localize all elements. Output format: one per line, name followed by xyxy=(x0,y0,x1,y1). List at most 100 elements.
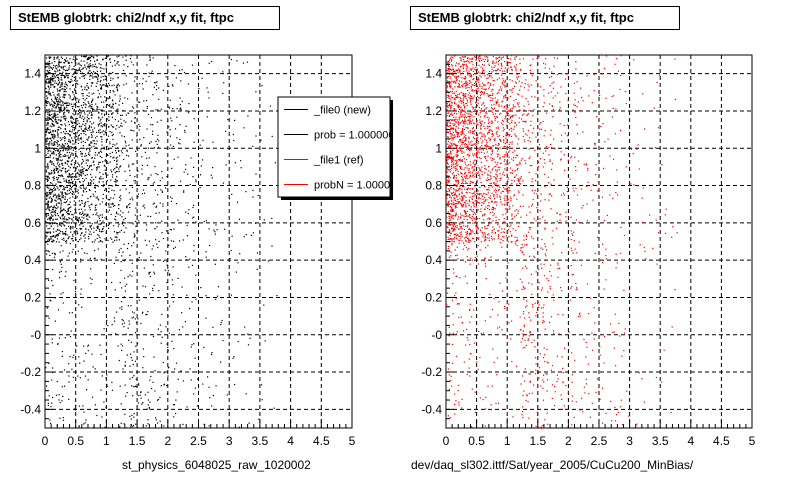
scatter-point xyxy=(459,93,461,95)
scatter-point xyxy=(450,158,452,160)
scatter-point xyxy=(176,108,178,110)
scatter-point xyxy=(157,174,159,176)
scatter-point xyxy=(458,194,460,196)
scatter-point xyxy=(642,93,644,95)
scatter-point xyxy=(107,98,109,100)
scatter-point xyxy=(469,80,471,82)
scatter-point xyxy=(177,277,179,279)
scatter-point xyxy=(82,115,84,117)
scatter-point xyxy=(61,79,63,81)
scatter-point xyxy=(66,106,68,108)
scatter-point xyxy=(212,394,214,397)
scatter-point xyxy=(195,179,197,181)
scatter-point xyxy=(52,136,54,138)
scatter-point xyxy=(88,125,91,127)
scatter-point xyxy=(84,64,86,66)
scatter-point xyxy=(52,105,54,107)
scatter-point xyxy=(60,245,62,247)
scatter-point xyxy=(46,225,48,227)
scatter-point xyxy=(63,68,65,71)
scatter-point xyxy=(463,77,465,79)
scatter-point xyxy=(460,116,462,118)
scatter-point xyxy=(482,195,484,197)
scatter-point xyxy=(544,67,546,69)
scatter-point xyxy=(515,114,517,116)
scatter-point xyxy=(245,191,247,193)
scatter-point xyxy=(60,116,62,118)
scatter-point xyxy=(618,322,620,324)
scatter-point xyxy=(140,145,142,147)
scatter-point xyxy=(137,170,139,172)
scatter-point xyxy=(525,238,527,240)
scatter-point xyxy=(143,267,145,269)
scatter-point xyxy=(206,87,208,89)
scatter-point xyxy=(107,427,110,429)
scatter-point xyxy=(532,306,534,308)
scatter-point xyxy=(69,336,72,338)
scatter-point xyxy=(80,171,82,173)
scatter-point xyxy=(480,161,482,164)
scatter-point xyxy=(93,92,95,94)
scatter-point xyxy=(459,235,461,237)
scatter-point xyxy=(603,167,605,169)
scatter-point xyxy=(492,62,494,64)
scatter-point xyxy=(481,123,483,125)
scatter-point xyxy=(449,196,451,198)
scatter-point xyxy=(81,202,83,204)
scatter-point xyxy=(479,178,481,180)
scatter-point xyxy=(160,189,162,191)
scatter-point xyxy=(83,167,85,169)
scatter-point xyxy=(56,238,59,240)
scatter-point xyxy=(140,397,142,399)
scatter-point xyxy=(589,334,591,336)
scatter-point xyxy=(95,76,97,78)
scatter-point xyxy=(47,78,49,80)
scatter-point xyxy=(56,82,58,84)
scatter-point xyxy=(71,251,73,253)
scatter-point xyxy=(161,232,163,234)
scatter-point xyxy=(79,219,81,221)
scatter-point xyxy=(136,76,138,78)
scatter-point xyxy=(516,209,518,211)
scatter-point xyxy=(99,220,101,222)
scatter-point xyxy=(106,146,108,148)
scatter-point xyxy=(71,312,73,314)
scatter-point xyxy=(545,147,547,149)
scatter-point xyxy=(471,215,473,217)
scatter-point xyxy=(484,240,486,242)
scatter-point xyxy=(69,201,71,203)
scatter-point xyxy=(630,183,632,185)
scatter-point xyxy=(571,274,573,276)
scatter-point xyxy=(479,249,481,251)
scatter-point xyxy=(114,94,116,96)
scatter-point xyxy=(476,69,478,71)
scatter-point xyxy=(463,107,465,109)
scatter-point xyxy=(453,236,456,238)
scatter-point xyxy=(60,132,62,134)
scatter-point xyxy=(559,101,561,103)
scatter-point xyxy=(149,142,151,144)
scatter-point xyxy=(492,239,494,241)
scatter-point xyxy=(501,190,503,192)
scatter-point xyxy=(524,133,527,135)
scatter-point xyxy=(189,307,191,310)
scatter-point xyxy=(478,114,480,116)
scatter-point xyxy=(128,323,130,325)
scatter-point xyxy=(63,220,65,222)
scatter-point xyxy=(494,97,496,99)
scatter-point xyxy=(78,356,80,358)
scatter-point xyxy=(60,186,62,188)
scatter-point xyxy=(222,92,224,94)
scatter-point xyxy=(95,176,97,178)
scatter-point xyxy=(52,121,54,123)
scatter-point xyxy=(256,252,258,254)
scatter-point xyxy=(264,340,266,342)
scatter-point xyxy=(137,101,139,103)
scatter-point xyxy=(60,191,62,193)
scatter-point xyxy=(61,194,63,196)
scatter-point xyxy=(107,55,109,57)
scatter-point xyxy=(223,82,225,84)
scatter-point xyxy=(515,243,517,245)
scatter-point xyxy=(101,88,103,90)
scatter-point xyxy=(458,216,460,218)
